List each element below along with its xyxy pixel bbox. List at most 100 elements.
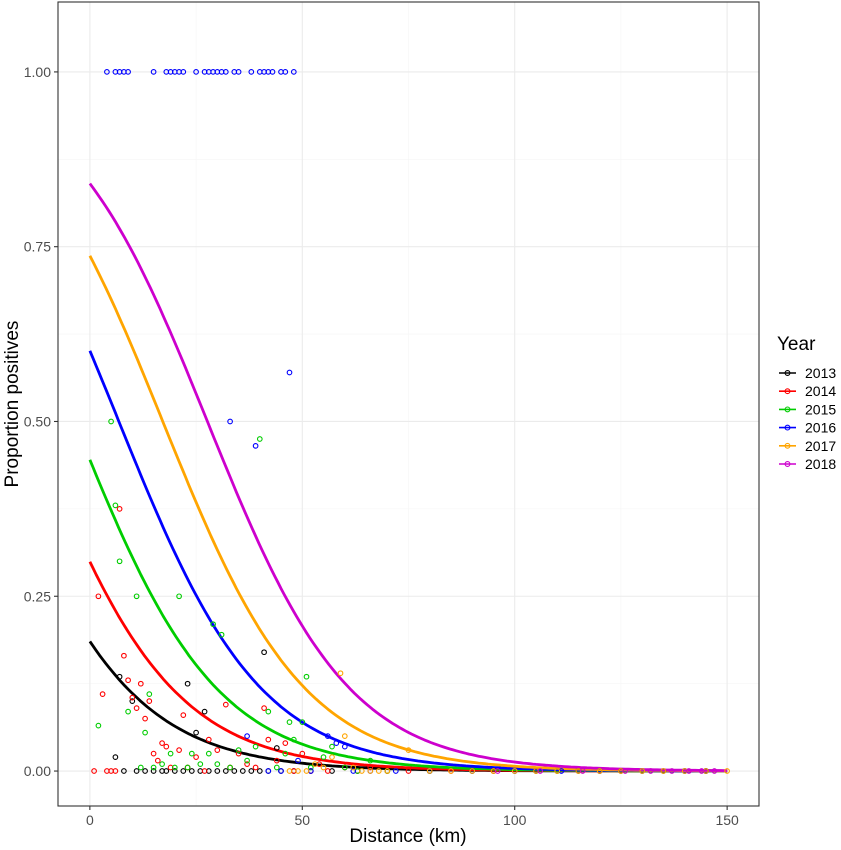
point-2014	[142, 715, 148, 722]
point-2014	[273, 757, 280, 764]
point-2014	[95, 593, 102, 600]
x-tick-label: 0	[86, 812, 94, 828]
point-2017	[303, 768, 310, 774]
point-2015	[227, 764, 233, 771]
x-axis-title: Distance (km)	[349, 826, 466, 847]
point-2014	[193, 754, 199, 760]
point-2017	[375, 768, 382, 774]
y-tick-label: 0.50	[24, 413, 51, 429]
point-2015	[256, 436, 263, 442]
point-2015	[252, 743, 259, 750]
point-2016	[295, 757, 301, 764]
point-2015	[273, 764, 280, 771]
point-2016	[248, 69, 255, 75]
point-2015	[197, 761, 204, 767]
point-2017	[384, 768, 391, 774]
point-2014	[244, 761, 250, 767]
point-2014	[282, 740, 289, 746]
point-2014	[324, 768, 331, 774]
point-2014	[180, 712, 187, 718]
point-2015	[108, 418, 114, 425]
point-2013	[180, 768, 187, 774]
point-2016	[193, 69, 199, 75]
point-2017	[660, 768, 667, 774]
point-2017	[341, 733, 348, 739]
point-2017	[350, 764, 357, 771]
point-2014	[265, 736, 272, 743]
point-2016	[341, 743, 348, 750]
point-2018	[669, 768, 675, 774]
point-2016	[150, 69, 157, 75]
point-2017	[724, 768, 730, 774]
point-2013	[248, 768, 255, 774]
point-2014	[252, 764, 259, 771]
point-2017	[320, 764, 327, 771]
point-2015	[184, 764, 191, 771]
point-2016	[350, 768, 357, 774]
point-2014	[133, 705, 140, 711]
x-axis-ticks: 0 50 100 150	[86, 806, 739, 828]
point-2017	[329, 754, 335, 760]
point-2014	[99, 691, 106, 697]
point-2015	[303, 673, 310, 680]
point-2015	[133, 593, 140, 600]
point-2015	[112, 502, 119, 509]
point-2014	[205, 736, 212, 743]
point-2014	[116, 506, 123, 512]
point-2017	[312, 761, 318, 767]
legend-label: 2015	[805, 401, 836, 417]
point-2014	[129, 694, 136, 701]
point-2015	[150, 764, 157, 771]
point-2016	[269, 69, 276, 75]
point-2016	[290, 69, 297, 75]
point-2014	[125, 677, 131, 684]
point-2015	[205, 750, 212, 757]
x-tick-label: 100	[503, 812, 527, 828]
point-2016	[252, 443, 259, 449]
point-2015	[299, 719, 306, 725]
point-2014	[121, 652, 127, 659]
observed-points	[91, 69, 730, 774]
point-2016	[278, 768, 284, 774]
point-2017	[337, 670, 344, 677]
legend-items: 2013 2014 2015 2016 2017 2018	[779, 365, 836, 472]
point-2015	[137, 764, 144, 771]
point-2015	[142, 729, 148, 736]
point-2015	[265, 708, 272, 715]
point-2016	[324, 733, 331, 739]
point-2013	[163, 768, 170, 774]
point-2017	[511, 768, 518, 774]
point-2015	[167, 750, 174, 757]
point-2016	[125, 69, 131, 75]
point-2014	[405, 768, 412, 774]
x-tick-label: 150	[715, 812, 739, 828]
legend-item-2015: 2015	[779, 401, 836, 417]
point-2014	[176, 747, 182, 753]
y-tick-label: 1.00	[24, 64, 51, 80]
point-2015	[320, 754, 327, 760]
point-2013	[112, 754, 119, 760]
point-2014	[222, 701, 229, 708]
legend-item-2013: 2013	[779, 365, 836, 381]
point-2014	[146, 698, 153, 704]
point-2015	[329, 743, 335, 750]
point-2015	[218, 631, 225, 638]
point-2015	[125, 708, 131, 715]
point-2013	[214, 768, 221, 774]
point-2017	[295, 768, 301, 774]
point-2017	[367, 768, 374, 774]
point-2014	[235, 750, 242, 757]
legend-label: 2016	[805, 420, 836, 436]
point-2017	[596, 768, 603, 774]
point-2014	[163, 743, 170, 750]
point-2015	[116, 558, 123, 565]
point-2018	[537, 768, 544, 774]
legend-key-point	[784, 442, 791, 449]
point-2013	[188, 768, 195, 774]
point-2018	[686, 768, 692, 774]
point-2016	[333, 740, 340, 746]
legend-key-point	[784, 406, 791, 413]
legend-item-2017: 2017	[779, 438, 836, 454]
point-2013	[121, 768, 127, 774]
